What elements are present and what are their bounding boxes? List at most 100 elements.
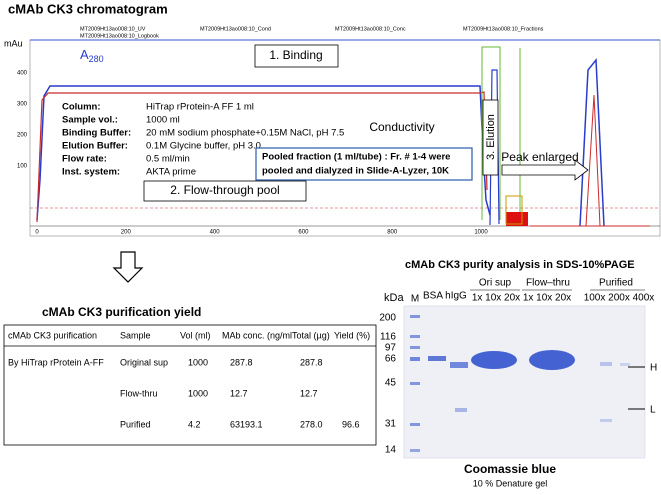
condition-value: AKTA prime — [146, 167, 196, 178]
table-cell: 63193.1 — [230, 419, 263, 429]
band — [620, 363, 630, 366]
y-tick-label: 100 — [17, 164, 28, 170]
table-cell: 1000 — [188, 388, 208, 398]
y-tick-label: 200 — [17, 133, 28, 139]
fraction-box — [505, 195, 523, 225]
y-tick-label: 400 — [17, 71, 28, 77]
lane-label: M — [411, 294, 419, 305]
table-header: Total (µg) — [292, 330, 330, 340]
stain-label: Coomassie blue — [464, 462, 556, 476]
curve-legend: MT2009Ht13ao008:10_UV MT2009Ht13ao008:10_… — [80, 26, 544, 39]
enlarged-peak — [579, 57, 605, 227]
legend-entry: MT2009Ht13ao008:10_Logbook — [80, 33, 159, 39]
pooled-line: Pooled fraction (1 ml/tube) : Fr. # 1-4 … — [262, 152, 450, 163]
lane-label: 1x 10x 20x — [523, 293, 571, 304]
table-title: cMAb CK3 purification yield — [42, 305, 201, 319]
gel-bands — [410, 315, 630, 452]
table-header: Yield (%) — [334, 330, 370, 340]
table-cell: 4.2 — [188, 419, 201, 429]
peak-label: Peak enlarged — [501, 150, 578, 164]
marker-band — [410, 335, 420, 338]
table-cell: By HiTrap rProtein A-FF — [8, 357, 104, 367]
gel-title: cMAb CK3 purity analysis in SDS-10%PAGE — [405, 259, 635, 271]
light-label: L — [650, 405, 656, 416]
conc-curve — [481, 46, 521, 220]
condition-value: 0.5 ml/min — [146, 154, 190, 165]
table-cell: 96.6 — [342, 419, 360, 429]
lane-label: BSA — [423, 291, 443, 302]
band — [471, 351, 517, 369]
flow-through-box — [143, 180, 307, 202]
band — [428, 356, 446, 361]
condition-label: Flow rate: — [62, 154, 107, 165]
lane-label: Purified — [599, 278, 633, 289]
table-frame — [3, 324, 377, 446]
legend-entry: MT2009Ht13ao008:10_Conc — [335, 26, 406, 32]
condition-value: 1000 ml — [146, 115, 180, 126]
y-tick-label: 300 — [17, 102, 28, 108]
gel-type: 10 % Denature gel — [473, 478, 548, 488]
condition-value: HiTrap rProtein-A FF 1 ml — [146, 102, 254, 113]
marker-label: 200 — [379, 313, 396, 324]
table-cell: Purified — [120, 419, 151, 429]
x-tick-label: 800 — [387, 230, 398, 236]
a280-main: A — [80, 47, 89, 62]
gel-unit: kDa — [384, 292, 404, 304]
condition-value: 0.1M Glycine buffer, pH 3.0 — [146, 141, 261, 152]
plot-frame — [29, 39, 661, 237]
marker-band — [410, 346, 420, 349]
lane-label: Ori sup — [479, 278, 512, 289]
condition-label: Elution Buffer: — [62, 141, 128, 152]
marker-label: 97 — [385, 343, 397, 354]
condition-label: Binding Buffer: — [62, 128, 131, 139]
conditions: Column: HiTrap rProtein-A FF 1 ml Sample v… — [62, 102, 344, 178]
band — [455, 408, 467, 412]
legend-entry: MT2009Ht13ao008:10_Cond — [200, 26, 271, 32]
marker-band — [410, 315, 420, 318]
table: cMAb CK3 purification Sample Vol (ml) MAb c… — [8, 330, 370, 429]
x-ticks: 0 200 400 600 800 1000 — [35, 230, 488, 236]
legend-entry: MT2009Ht13ao008:10_Fractions — [463, 26, 544, 32]
marker-label: 45 — [385, 378, 397, 389]
pooled-line: pooled and dialyzed in Slide-A-Lyzer, 10… — [262, 166, 449, 177]
lane-label: Flow–thru — [526, 278, 570, 289]
uv-curve — [36, 85, 491, 221]
condition-label: Inst. system: — [62, 167, 120, 178]
peak-arrow — [501, 159, 589, 181]
marker-label: 116 — [380, 332, 396, 343]
elution-label: 3. Elution — [485, 114, 497, 160]
y-ticks: 400 300 200 100 — [17, 71, 28, 170]
marker-band — [410, 449, 420, 452]
lane-label: hIgG — [445, 291, 467, 302]
x-tick-label: 600 — [298, 230, 309, 236]
table-cell: 12.7 — [230, 388, 248, 398]
gel-image — [403, 305, 646, 459]
condition-value: 20 mM sodium phosphate+0.15M NaCl, pH 7.… — [146, 128, 344, 139]
table-header: cMAb CK3 purification — [8, 330, 97, 340]
marker-label: 66 — [385, 354, 397, 365]
down-arrow — [112, 251, 144, 283]
chromatogram-title: cMAb CK3 chromatogram — [8, 1, 168, 16]
y-unit: mAu — [4, 38, 23, 48]
table-cell: 278.0 — [300, 419, 323, 429]
band — [600, 362, 612, 366]
table-cell: 1000 — [188, 357, 208, 367]
lane-label: 100x 200x 400x — [584, 293, 655, 304]
table-header: Vol (ml) — [180, 330, 211, 340]
conductivity-label: Conductivity — [369, 120, 434, 134]
band — [450, 362, 468, 368]
marker-label: 14 — [385, 445, 397, 456]
table-cell: 287.8 — [300, 357, 323, 367]
binding-label: 1. Binding — [269, 48, 322, 62]
band — [600, 419, 612, 422]
table-cell: Flow-thru — [120, 388, 158, 398]
a280-label: A280 — [80, 47, 104, 64]
lane-label: 1x 10x 20x — [472, 293, 520, 304]
table-cell: 287.8 — [230, 357, 253, 367]
condition-label: Column: — [62, 102, 101, 113]
condition-label: Sample vol.: — [62, 115, 118, 126]
x-tick-label: 400 — [210, 230, 221, 236]
table-header: MAb conc. (ng/ml — [222, 330, 292, 340]
